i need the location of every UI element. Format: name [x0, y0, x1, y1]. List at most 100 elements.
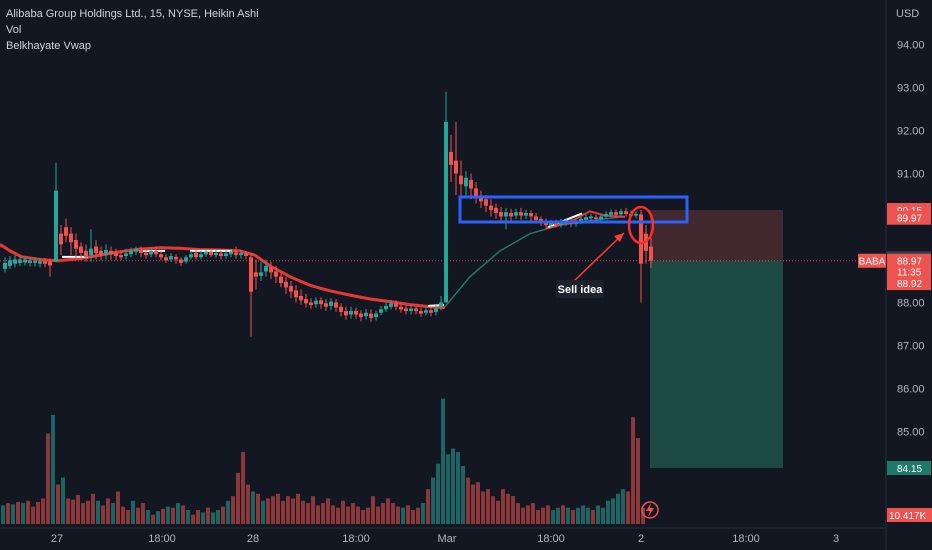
- candle-body: [284, 281, 288, 288]
- candle: [404, 305, 408, 315]
- chart-legend: Alibaba Group Holdings Ltd., 15, NYSE, H…: [6, 6, 259, 54]
- candle-body: [424, 310, 428, 313]
- candle-body: [599, 216, 603, 220]
- volume-bar: [111, 503, 115, 524]
- volume-bar: [206, 507, 210, 524]
- price-tick: 85.00: [897, 426, 925, 438]
- candle-body: [349, 311, 353, 315]
- time-tick: 3: [833, 533, 839, 545]
- candle-body: [18, 259, 22, 263]
- candle-body: [104, 249, 108, 255]
- candle: [494, 203, 498, 219]
- candle: [254, 259, 258, 290]
- candle: [454, 121, 458, 195]
- candle: [114, 248, 118, 261]
- volume-bar: [86, 500, 90, 524]
- volume-bar: [106, 498, 110, 524]
- volume-bar: [621, 489, 625, 524]
- volume-bar: [521, 507, 525, 524]
- candle-body: [509, 213, 513, 217]
- volume-bar: [301, 500, 305, 524]
- candle-body: [244, 253, 248, 257]
- volume-bar: [31, 506, 35, 524]
- volume-bar: [391, 503, 395, 524]
- candle-body: [13, 259, 17, 264]
- candle-body: [619, 211, 623, 215]
- candle: [314, 297, 318, 308]
- candle: [279, 272, 283, 288]
- candle-body: [124, 253, 128, 257]
- volume-indicator-label: Vol: [6, 24, 22, 36]
- volume-bar: [186, 510, 190, 524]
- volume-bar: [546, 505, 550, 524]
- volume-bar: [16, 501, 20, 524]
- candle: [379, 305, 383, 316]
- volume-bar: [341, 500, 345, 524]
- price-tick: 87.00: [897, 340, 925, 352]
- time-tick: 27: [51, 533, 63, 545]
- volume-bar: [271, 496, 275, 524]
- candle-body: [484, 199, 488, 206]
- candle: [239, 249, 243, 259]
- vwap-highlight-segment: [547, 212, 583, 229]
- candle-body: [394, 303, 398, 307]
- candle: [64, 218, 68, 243]
- volume-bar: [216, 510, 220, 524]
- volume-bar: [436, 463, 440, 524]
- candle-body: [79, 246, 83, 253]
- volume-bar: [571, 510, 575, 524]
- candle: [189, 250, 193, 260]
- candle: [209, 248, 213, 258]
- volume-bar: [526, 505, 530, 524]
- candle: [129, 247, 133, 258]
- candle: [299, 289, 303, 305]
- volume-bar: [381, 503, 385, 524]
- candle: [639, 210, 643, 303]
- candle-body: [289, 286, 293, 292]
- volume-bar: [46, 433, 50, 524]
- volume-bar: [261, 500, 265, 524]
- candle-body: [474, 188, 478, 198]
- volume-bar: [141, 503, 145, 524]
- event-lightning-icon: [641, 501, 659, 519]
- volume-bar: [91, 493, 95, 524]
- volume-bar: [181, 505, 185, 524]
- candle: [124, 248, 128, 260]
- candle: [144, 249, 148, 259]
- candle: [33, 257, 37, 267]
- volume-bar: [421, 503, 425, 524]
- candle: [604, 211, 608, 220]
- candle-body: [159, 254, 163, 258]
- candle-body: [99, 250, 103, 256]
- candle-body: [414, 308, 418, 312]
- candle-body: [279, 276, 283, 284]
- take-profit-zone: [650, 260, 783, 468]
- volume-bar: [76, 494, 80, 524]
- candle: [159, 250, 163, 261]
- candle-body: [309, 302, 313, 306]
- candle-body: [614, 212, 618, 215]
- volume-bar: [116, 491, 120, 524]
- volume-bar: [161, 508, 165, 524]
- symbol-tag-label: BABA: [859, 257, 886, 268]
- volume-bar: [601, 507, 605, 524]
- candle: [419, 307, 423, 318]
- candle: [609, 209, 613, 218]
- candle: [599, 213, 603, 222]
- volume-bar: [156, 511, 160, 524]
- candle-body: [229, 251, 233, 255]
- volume-bar: [576, 507, 580, 524]
- candle: [18, 256, 22, 266]
- price-tag-label: 88.97: [897, 257, 922, 268]
- candle: [649, 237, 653, 269]
- candle-body: [54, 190, 58, 262]
- candle: [244, 250, 248, 260]
- symbol-tag: [858, 253, 886, 268]
- volume-bar: [346, 506, 350, 524]
- candle: [139, 246, 143, 258]
- price-tag-label: 11:35: [897, 267, 922, 278]
- volume-bar: [476, 482, 480, 524]
- candle: [369, 309, 373, 322]
- volume-bar: [351, 503, 355, 524]
